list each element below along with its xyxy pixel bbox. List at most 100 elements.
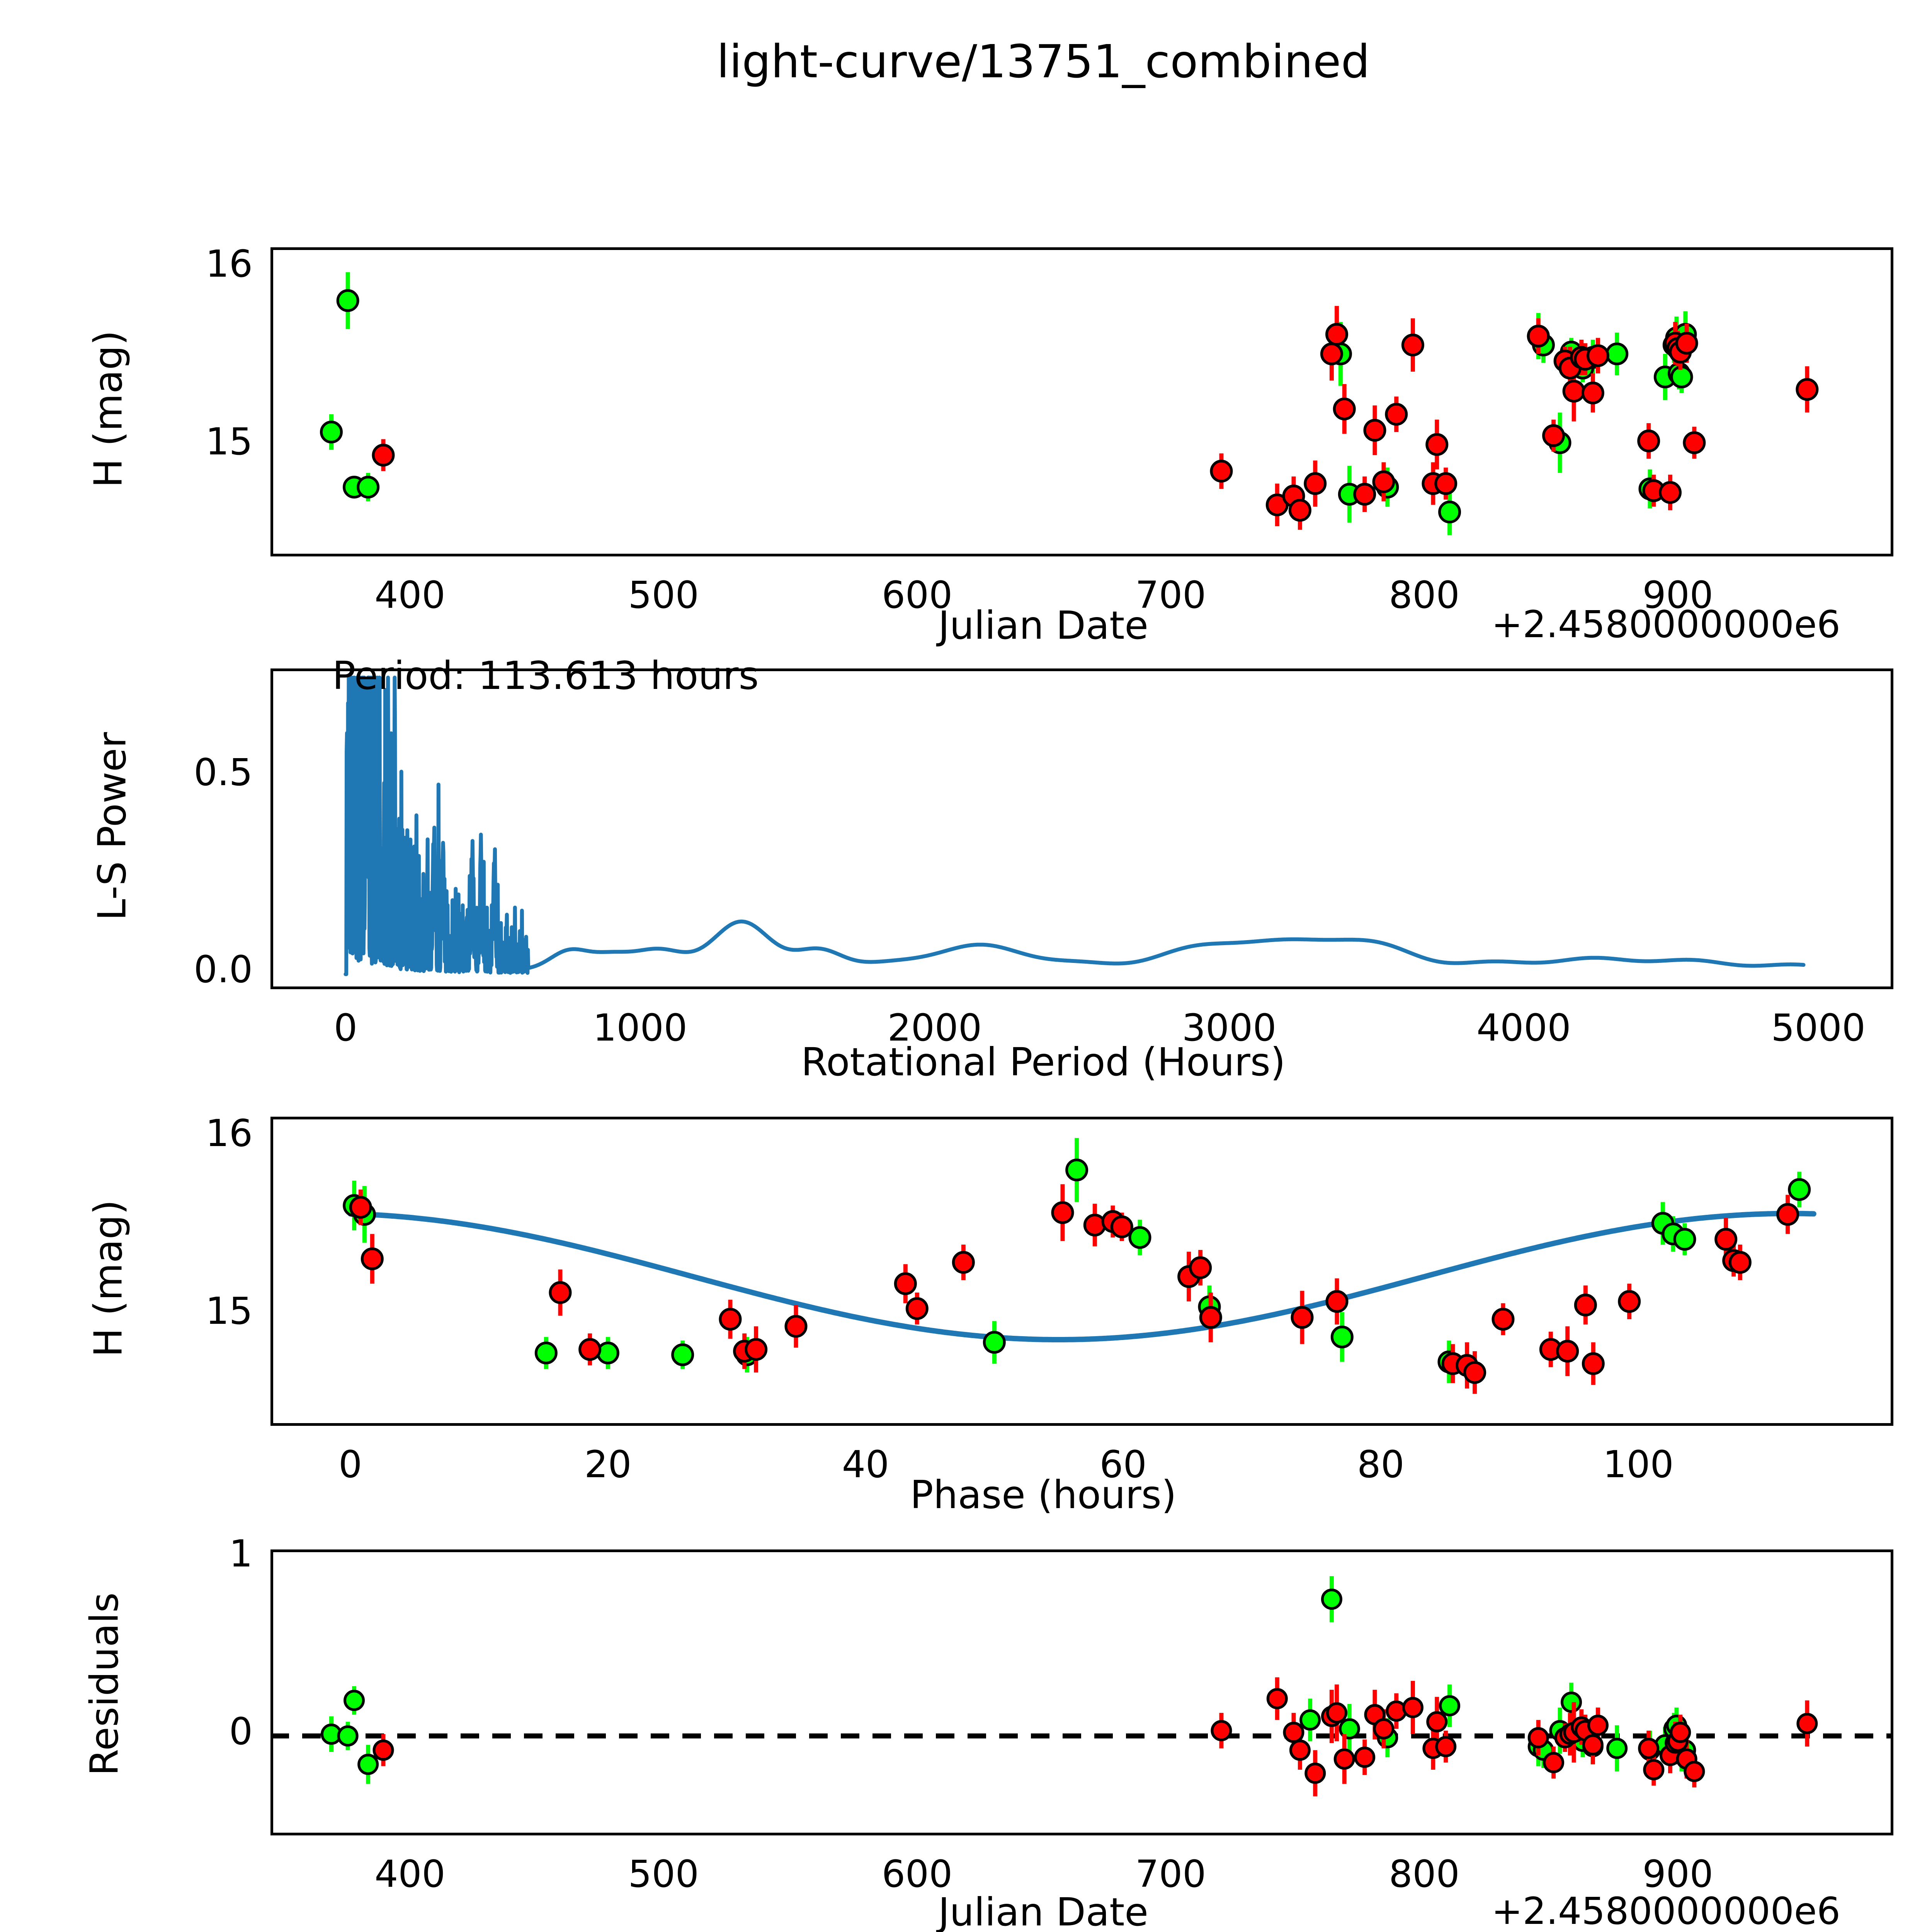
phase-ylabel: H (mag) [85,1199,131,1357]
residuals-offset-text: +2.4580000000e6 [1492,1889,1840,1932]
data-point [1385,403,1408,426]
data-point [1582,1352,1605,1375]
data-point [1796,1713,1818,1734]
data-point [549,1281,572,1304]
residuals-y-tick-1: 1 [229,1532,253,1575]
phase-series [343,1138,1811,1394]
data-point [1354,1747,1376,1768]
data-point [357,1753,379,1775]
sine-model-line [347,1211,1816,1342]
lightcurve-plot-area [270,247,1893,556]
data-point [1796,378,1819,401]
data-point [1434,472,1458,495]
data-point [1363,419,1386,442]
data-point [1304,1762,1326,1784]
data-point [905,1297,929,1320]
periodogram-x-tick-2000: 2000 [887,1006,982,1049]
phase-y-tick-15: 15 [205,1289,253,1333]
lightcurve-x-tick-900: 900 [1642,573,1713,617]
phase-plot-area [270,1117,1893,1426]
data-point [1586,344,1609,367]
data-point [1128,1226,1151,1249]
data-point [1401,333,1424,357]
phase-x-tick-80: 80 [1357,1443,1405,1486]
data-point [320,420,343,444]
residuals-x-tick-800: 800 [1389,1852,1460,1896]
data-point [1684,1761,1705,1782]
data-point [1582,1734,1604,1756]
residuals-y-tick-0: 0 [229,1709,253,1753]
data-point [1574,1293,1597,1316]
data-point [344,1690,365,1711]
data-point [1714,1228,1738,1251]
data-point [784,1315,808,1338]
residuals-x-tick-900: 900 [1642,1852,1713,1896]
data-point [1283,1721,1304,1743]
data-point [1562,379,1585,403]
data-point [1288,498,1311,522]
data-point [1659,481,1682,504]
data-point [357,476,380,499]
data-point [1643,1759,1665,1781]
data-point [1638,1738,1660,1759]
data-point [1289,1739,1311,1761]
residuals-xlabel: Julian Date [938,1889,1148,1932]
data-point [1426,1711,1448,1733]
period-annotation: Period: 113.613 hours [332,653,759,698]
data-point [1581,381,1604,405]
data-point [1291,1306,1314,1329]
data-point [1605,342,1629,366]
data-point [745,1338,768,1361]
data-point [1435,1736,1457,1757]
data-point [349,1196,372,1219]
data-point [1543,1752,1565,1774]
residuals-x-tick-500: 500 [628,1852,699,1896]
lightcurve-series [320,272,1819,535]
lightcurve-xlabel: Julian Date [938,603,1148,648]
data-point [1675,332,1698,355]
periodogram-y-tick-0.5: 0.5 [194,750,253,794]
data-point [1438,500,1461,524]
phase-x-tick-20: 20 [584,1443,632,1486]
lightcurve-x-tick-600: 600 [881,573,953,617]
lightcurve-x-tick-500: 500 [628,573,699,617]
residuals-x-tick-700: 700 [1135,1852,1206,1896]
residuals-plot-area [270,1549,1893,1835]
lightcurve-offset-text: +2.4580000000e6 [1492,603,1840,646]
data-point [1425,433,1449,456]
panel-lightcurve [270,247,1893,556]
phase-x-tick-60: 60 [1099,1443,1147,1486]
data-point [1670,1721,1691,1743]
data-point [719,1308,742,1331]
data-point [1561,1691,1582,1713]
data-point [578,1338,602,1361]
data-point [1637,429,1660,452]
data-point [1338,1718,1360,1740]
panel-periodogram [270,668,1893,989]
data-point [1065,1158,1088,1182]
lightcurve-ylabel: H (mag) [85,330,131,488]
data-point [1189,1256,1212,1279]
data-point [1402,1697,1423,1718]
periodogram-plot-area [270,668,1893,989]
data-point [1320,342,1343,366]
data-point [1211,1720,1232,1742]
data-point [1372,470,1395,493]
periodogram-y-tick-0.0: 0.0 [194,948,253,992]
lightcurve-x-tick-800: 800 [1389,573,1460,617]
panel-phase-folded [270,1117,1893,1426]
data-point [1325,323,1349,346]
phase-xlabel: Phase (hours) [910,1472,1177,1517]
data-point [1728,1251,1752,1274]
data-point [1353,483,1376,506]
phase-y-tick-16: 16 [205,1112,253,1155]
lightcurve-x-tick-700: 700 [1135,573,1206,617]
periodogram-xlabel: Rotational Period (Hours) [801,1039,1286,1085]
lightcurve-y-tick-15: 15 [205,420,253,463]
data-point [336,289,359,312]
periodogram-x-tick-3000: 3000 [1182,1006,1277,1049]
phase-x-tick-40: 40 [842,1443,889,1486]
phase-series-r [349,1184,1799,1394]
periodogram-x-tick-0: 0 [333,1006,357,1049]
